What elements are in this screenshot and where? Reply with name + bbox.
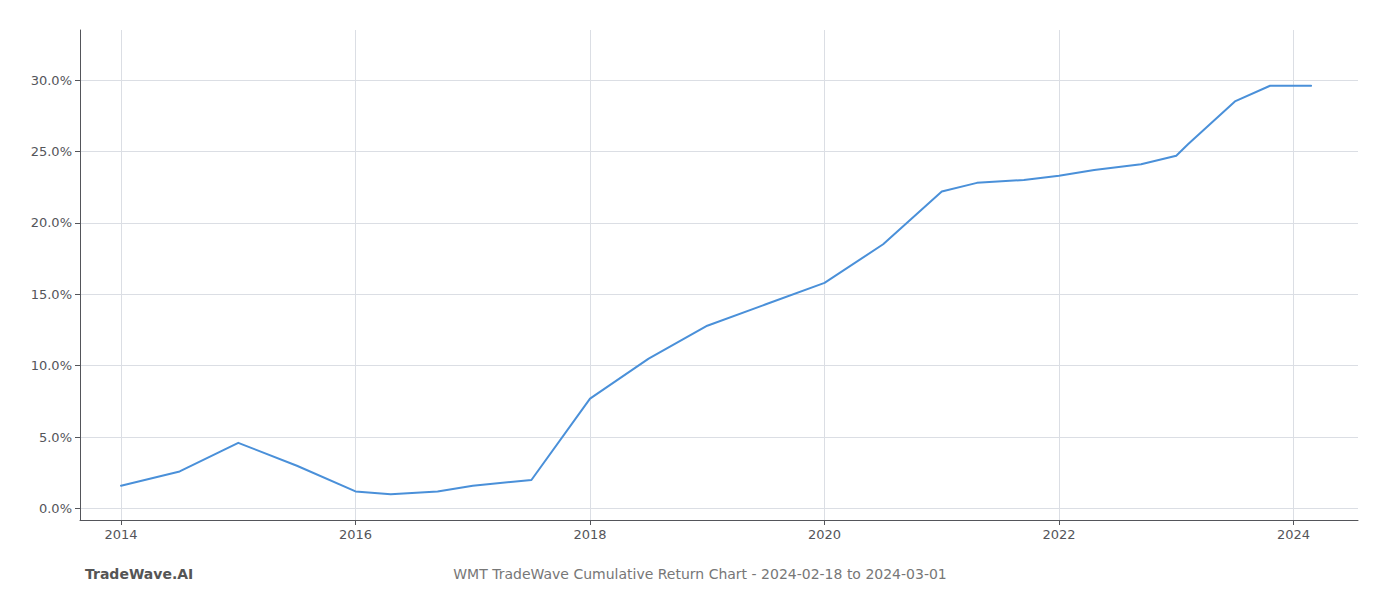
svg-text:WMT TradeWave Cumulative Retur: WMT TradeWave Cumulative Return Chart - … xyxy=(453,566,947,582)
svg-text:10.0%: 10.0% xyxy=(31,358,72,373)
svg-text:30.0%: 30.0% xyxy=(31,73,72,88)
svg-text:TradeWave.AI: TradeWave.AI xyxy=(85,566,193,582)
svg-text:15.0%: 15.0% xyxy=(31,287,72,302)
svg-text:25.0%: 25.0% xyxy=(31,144,72,159)
svg-text:5.0%: 5.0% xyxy=(39,430,72,445)
svg-text:0.0%: 0.0% xyxy=(39,501,72,516)
svg-text:2020: 2020 xyxy=(808,527,841,542)
svg-text:2018: 2018 xyxy=(573,527,606,542)
svg-text:2014: 2014 xyxy=(104,527,137,542)
svg-text:2022: 2022 xyxy=(1042,527,1075,542)
svg-text:20.0%: 20.0% xyxy=(31,215,72,230)
svg-text:2024: 2024 xyxy=(1277,527,1310,542)
svg-text:2016: 2016 xyxy=(339,527,372,542)
